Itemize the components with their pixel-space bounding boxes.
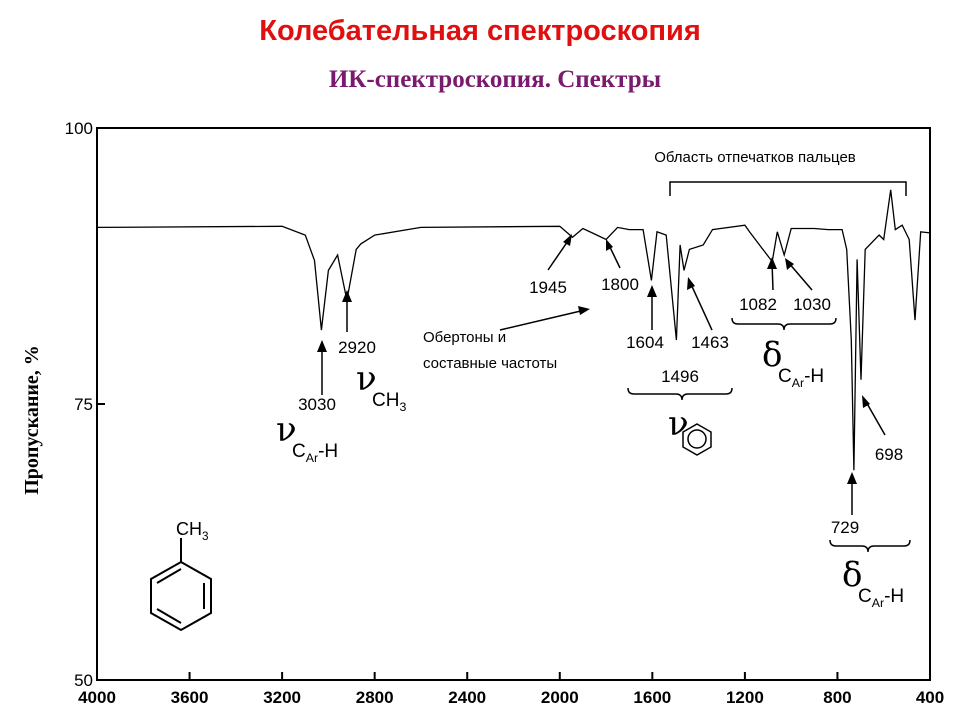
formula-sub: 3 xyxy=(202,530,209,543)
annotation: 1800 xyxy=(601,275,639,294)
band-symbol: ν xyxy=(276,410,297,450)
formula-base: CH xyxy=(372,390,399,411)
formula-sub: Ar xyxy=(792,376,804,390)
plot-frame xyxy=(96,127,931,681)
formula-base: C xyxy=(778,366,792,387)
formula: CAr-H xyxy=(858,586,904,610)
x-tick-label: 4000 xyxy=(78,688,116,707)
formula: CH3 xyxy=(372,390,406,414)
annotation: Обертоны и xyxy=(423,329,506,346)
annotation: составные частоты xyxy=(423,355,557,372)
formula-tail: -H xyxy=(318,441,338,462)
title: Колебательная спектроскопия xyxy=(259,15,701,47)
y-tick-label: 75 xyxy=(74,395,93,414)
annotation: 1496 xyxy=(661,367,699,386)
formula-base: C xyxy=(858,586,872,607)
benzene-icon xyxy=(682,423,712,456)
formula-base: C xyxy=(292,441,306,462)
band-symbol: δ xyxy=(762,335,782,375)
x-tick-label: 800 xyxy=(823,688,851,707)
band-symbol: δ xyxy=(842,555,862,595)
band-symbol: ν xyxy=(356,359,377,399)
formula-tail: -H xyxy=(804,366,824,387)
y-tick-label: 100 xyxy=(65,119,93,138)
formula: CAr-H xyxy=(292,441,338,465)
band-symbol: ν xyxy=(668,404,689,444)
x-tick-label: 2400 xyxy=(448,688,486,707)
arrowheads xyxy=(317,234,870,484)
formula-tail: -H xyxy=(884,586,904,607)
x-tick-label: 1600 xyxy=(633,688,671,707)
formula: CH3 xyxy=(176,519,209,543)
x-tick-label: 3600 xyxy=(171,688,209,707)
formula-sub: Ar xyxy=(306,451,318,465)
annotation: 1082 xyxy=(739,295,777,314)
x-tick-label: 3200 xyxy=(263,688,301,707)
x-tick-label: 2000 xyxy=(541,688,579,707)
toluene-structure xyxy=(150,538,212,632)
annotation: 729 xyxy=(831,518,859,537)
spectrum-line xyxy=(96,189,931,471)
annotation: 698 xyxy=(875,445,903,464)
annotation: 1945 xyxy=(529,278,567,297)
formula: CAr-H xyxy=(778,366,824,390)
brackets xyxy=(627,181,911,553)
formula-base: CH xyxy=(176,519,202,539)
annotation: 1463 xyxy=(691,333,729,352)
x-tick-label: 1200 xyxy=(726,688,764,707)
annotation: 3030 xyxy=(298,395,336,414)
y-tick-label: 50 xyxy=(74,671,93,690)
formula-sub: Ar xyxy=(872,596,884,610)
annotation: Область отпечатков пальцев xyxy=(654,149,856,166)
subtitle: ИК-спектроскопия. Спектры xyxy=(329,66,661,93)
annotation: 2920 xyxy=(338,338,376,357)
x-tick-label: 2800 xyxy=(356,688,394,707)
y-axis-label: Пропускание, % xyxy=(21,345,43,495)
x-tick-label: 400 xyxy=(916,688,944,707)
formula-sub: 3 xyxy=(399,400,406,414)
annotation: 1604 xyxy=(626,333,664,352)
annotation: 1030 xyxy=(793,295,831,314)
